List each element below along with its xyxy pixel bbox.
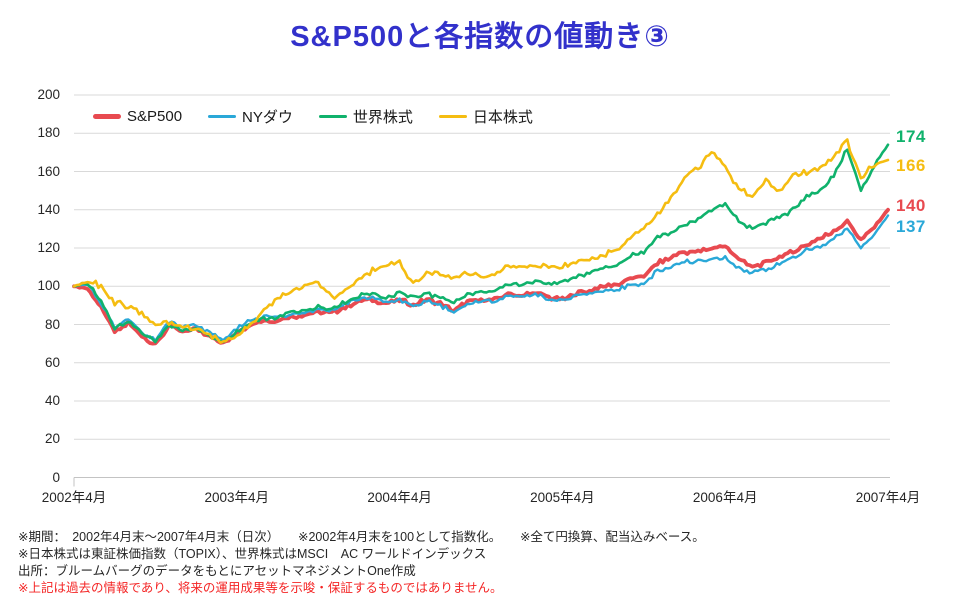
legend-label: 日本株式 bbox=[472, 109, 533, 126]
x-axis-tick: 2003年4月 bbox=[204, 490, 270, 505]
y-axis-tick: 140 bbox=[37, 201, 60, 217]
footnote-index-def: ※日本株式は東証株価指数（TOPIX）、世界株式はMSCI AC ワールドインデ… bbox=[18, 547, 487, 561]
legend-label: NYダウ bbox=[242, 109, 293, 126]
legend-label: 世界株式 bbox=[352, 109, 413, 126]
chart-title: S&P500と各指数の値動き③ bbox=[290, 21, 670, 53]
x-axis-tick: 2005年4月 bbox=[530, 490, 595, 505]
x-axis-tick: 2004年4月 bbox=[367, 490, 432, 505]
y-axis-tick: 160 bbox=[37, 163, 60, 179]
y-axis-tick: 60 bbox=[44, 354, 60, 370]
legend-item-世界株式: 世界株式 bbox=[318, 106, 413, 127]
legend-label: S&P500 bbox=[127, 108, 183, 125]
y-axis-tick: 100 bbox=[37, 278, 60, 294]
legend-swatch bbox=[93, 114, 121, 119]
x-axis-tick: 2006年4月 bbox=[692, 490, 758, 505]
y-axis-tick: 180 bbox=[37, 125, 60, 141]
legend-item-S&P500: S&P500 bbox=[93, 108, 182, 125]
x-axis-tick: 2007年4月 bbox=[855, 490, 921, 505]
y-axis-tick: 40 bbox=[44, 393, 60, 408]
x-axis-tick: 2002年4月 bbox=[41, 490, 107, 505]
y-axis-tick: 120 bbox=[37, 240, 60, 255]
series-line-日本株式 bbox=[72, 138, 890, 345]
legend-item-NYダウ: NYダウ bbox=[208, 106, 293, 127]
legend-swatch bbox=[208, 115, 237, 118]
end-value-S&P500: 140 bbox=[896, 195, 926, 215]
end-value-日本株式: 166 bbox=[896, 156, 926, 176]
series-line-NYダウ bbox=[72, 214, 890, 342]
end-value-世界株式: 174 bbox=[896, 126, 926, 146]
series-line-世界株式 bbox=[72, 143, 890, 344]
y-axis-tick: 20 bbox=[44, 431, 60, 447]
y-axis-tick: 200 bbox=[37, 87, 60, 102]
legend-swatch bbox=[438, 115, 467, 118]
y-axis-tick: 80 bbox=[44, 316, 60, 332]
footnote-source: 出所：ブルームバーグのデータをもとにアセットマネジメントOne作成 bbox=[18, 564, 416, 578]
footnote-period: ※期間： 2002年4月末～2007年4月末（日次） ※2002年4月末を100… bbox=[18, 530, 705, 544]
end-value-NYダウ: 137 bbox=[896, 217, 926, 237]
footnote-disclaimer: ※上記は過去の情報であり、将来の運用成果等を示唆・保証するものではありません。 bbox=[18, 581, 503, 595]
legend-swatch bbox=[318, 115, 347, 118]
chart-legend: S&P500 NYダウ 世界株式 日本株式 bbox=[93, 106, 533, 127]
y-axis-tick: 0 bbox=[52, 469, 60, 485]
legend-item-日本株式: 日本株式 bbox=[438, 106, 533, 127]
